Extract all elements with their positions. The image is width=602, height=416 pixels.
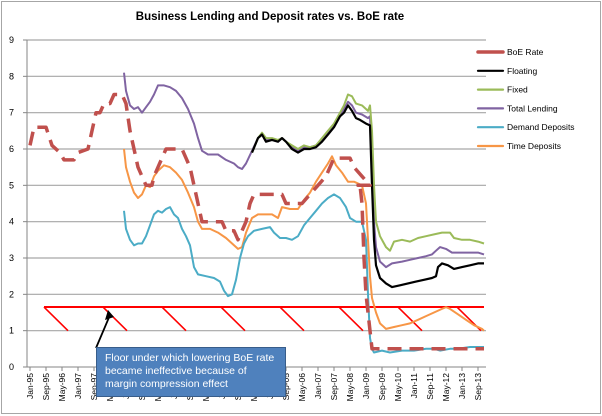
x-tick-label: Jan-09 [361, 373, 371, 399]
x-tick-label: Sep-11 [425, 373, 435, 400]
legend: BoE Rate Floating Fixed Total Lending Demand… [476, 47, 575, 151]
series-line-demand-deposits [123, 193, 484, 354]
x-tick-label: Sep-95 [41, 373, 51, 401]
series-lines [28, 72, 485, 354]
series-line-boe-rate [28, 92, 484, 351]
arrow-head [105, 310, 114, 321]
legend-label: Total Lending [507, 103, 558, 113]
x-tick-label: May-12 [441, 373, 451, 402]
x-tick-label: Sep-97 [89, 373, 99, 401]
y-tick-label: 4 [9, 217, 14, 227]
floor-hatch [161, 306, 187, 332]
y-tick-label: 5 [9, 180, 14, 190]
x-tick-label: Sep-05 [281, 373, 291, 401]
floor-hatch [220, 306, 246, 332]
x-tick-label: Sep-13 [473, 373, 483, 401]
floor-hatch [338, 306, 364, 332]
chart-title: Business Lending and Deposit rates vs. B… [135, 11, 405, 23]
y-tick-label: 8 [9, 71, 14, 81]
floor-hatch [397, 306, 423, 332]
x-tick-label: Jan-07 [313, 373, 323, 399]
x-tick-label: Jan-11 [409, 373, 419, 399]
x-tick-label: Jan-97 [73, 373, 83, 399]
y-tick-label: 9 [9, 35, 14, 45]
x-tick-label: May-10 [393, 373, 403, 402]
y-tick-label: 6 [9, 144, 14, 154]
gridlines [27, 39, 486, 332]
y-tick-label: 0 [9, 362, 14, 372]
arrow-shaft [95, 314, 111, 349]
y-tick-label: 1 [9, 326, 14, 336]
legend-label: Demand Deposits [507, 122, 575, 132]
series-line-total-lending [123, 72, 485, 269]
legend-label: Floating [507, 66, 538, 76]
x-tick-label: Jan-95 [25, 373, 35, 399]
legend-label: Fixed [507, 85, 528, 95]
y-tick-label: 7 [9, 108, 14, 118]
y-tick-label: 2 [9, 289, 14, 299]
x-tick-label: Jan-13 [457, 373, 467, 399]
floor-hatch [279, 306, 305, 332]
x-tick-label: May-08 [345, 373, 355, 402]
annotation-arrow [95, 310, 114, 349]
floor-hatch [43, 306, 69, 332]
x-tick-label: May-96 [57, 373, 67, 402]
legend-label: Time Deposits [507, 141, 561, 151]
x-tick-label: Sep-09 [377, 373, 387, 401]
annotation-callout: Floor under which lowering BoE rate beca… [96, 347, 286, 397]
y-tick-label: 3 [9, 253, 14, 263]
x-tick-label: May-06 [297, 373, 307, 402]
floor-hatch [102, 306, 128, 332]
y-axis: 0 1 2 3 4 5 6 7 8 9 [9, 35, 28, 372]
series-line-floating [250, 104, 484, 289]
x-tick-label: Sep-07 [329, 373, 339, 401]
legend-label: BoE Rate [507, 47, 544, 57]
series-line-time-deposits [123, 148, 485, 332]
